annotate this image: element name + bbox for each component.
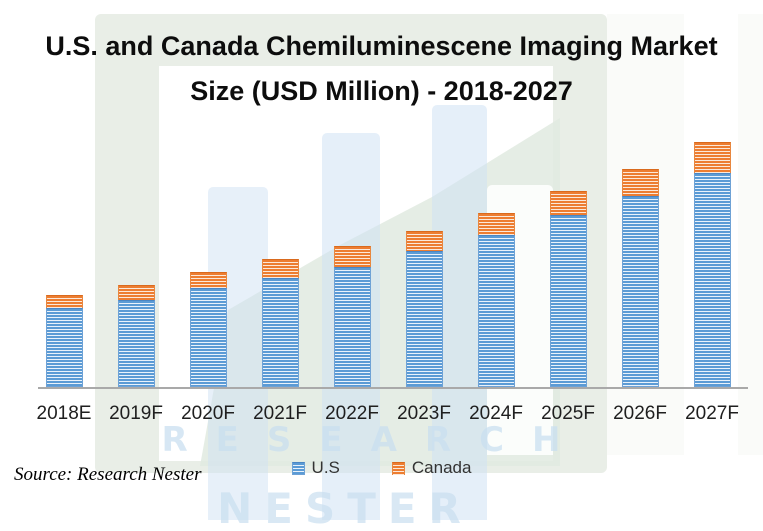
x-tick-2026f: 2026F (613, 403, 667, 424)
bar-2019f (117, 285, 155, 387)
bar-2023f (405, 231, 443, 387)
legend-swatch-canada (391, 461, 405, 475)
legend-label-canada: Canada (411, 458, 472, 477)
legend-item-u-s: U.S (291, 458, 340, 478)
legend: U.S Canada (0, 458, 763, 478)
bar-2025f (549, 191, 587, 387)
x-tick-2025f: 2025F (541, 403, 595, 424)
source-note: Source: Research Nester (14, 464, 202, 485)
x-tick-2027f: 2027F (685, 403, 739, 424)
bar-2025f-canada-segment (549, 191, 587, 215)
chart-title-line2: Size (USD Million) - 2018-2027 (190, 76, 573, 106)
bar-2022f-u-s-segment (333, 267, 371, 387)
x-tick-2018e: 2018E (36, 403, 92, 424)
legend-swatch-u-s (291, 461, 305, 475)
watermark-text-nester: NESTER (217, 484, 473, 531)
bar-2025f-u-s-segment (549, 215, 587, 387)
bar-2027f-canada-segment (693, 142, 731, 173)
x-tick-2020f: 2020F (181, 403, 235, 424)
x-tick-2023f: 2023F (397, 403, 451, 424)
x-axis-labels: 2018E 2019F 2020F 2021F 2022F 2023F 2024F 2025F… (0, 403, 763, 425)
bar-2026f (621, 169, 659, 387)
bar-2018e-canada-segment (45, 295, 83, 308)
bar-2020f (189, 272, 227, 387)
bar-2023f-canada-segment (405, 231, 443, 251)
x-tick-2024f: 2024F (469, 403, 523, 424)
bar-2021f-canada-segment (261, 259, 299, 278)
bar-2026f-u-s-segment (621, 196, 659, 387)
bar-2021f-u-s-segment (261, 278, 299, 387)
bar-2024f-canada-segment (477, 213, 515, 235)
legend-item-canada: Canada (391, 458, 472, 478)
x-axis-line (38, 387, 748, 389)
chart-title-line1: U.S. and Canada Chemiluminescene Imaging… (45, 31, 718, 61)
bar-2027f (693, 142, 731, 387)
bar-2026f-canada-segment (621, 169, 659, 196)
bar-2024f (477, 213, 515, 387)
bar-2018e (45, 295, 83, 387)
bar-2023f-u-s-segment (405, 251, 443, 387)
bar-2022f (333, 246, 371, 387)
bar-2019f-u-s-segment (117, 300, 155, 387)
watermark-text-research: RESEARCH (161, 420, 589, 460)
bar-2020f-u-s-segment (189, 288, 227, 387)
bar-2022f-canada-segment (333, 246, 371, 267)
x-tick-2021f: 2021F (253, 403, 307, 424)
bar-2021f (261, 259, 299, 387)
bar-2018e-u-s-segment (45, 308, 83, 387)
legend-label-u-s: U.S (311, 458, 340, 477)
bar-2020f-canada-segment (189, 272, 227, 288)
x-tick-2019f: 2019F (109, 403, 163, 424)
bar-2027f-u-s-segment (693, 173, 731, 387)
bar-2019f-canada-segment (117, 285, 155, 300)
chart-title: U.S. and Canada Chemiluminescene Imaging… (0, 24, 763, 114)
bar-2024f-u-s-segment (477, 235, 515, 387)
x-tick-2022f: 2022F (325, 403, 379, 424)
